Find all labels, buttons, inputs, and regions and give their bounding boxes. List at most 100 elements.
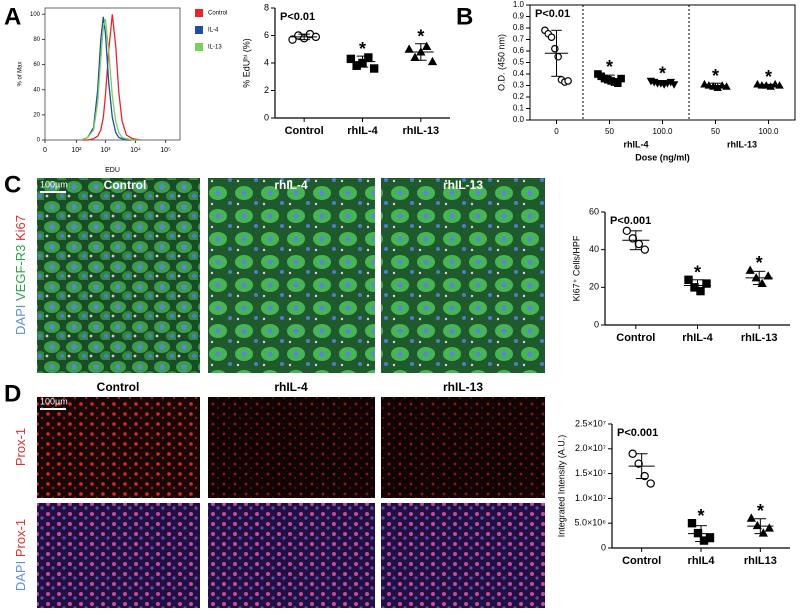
stain-label: Prox-1 [13,428,28,466]
y-tick-label: 4 [264,57,269,67]
y-tick-label: 0 [264,112,269,122]
data-point [722,82,731,90]
data-point [640,471,649,481]
panel-letter: B [456,3,473,30]
x-tick-label: rhIL4 [688,555,716,567]
data-point [746,513,756,522]
data-point [705,533,715,543]
y-tick-label: 0.5 [513,58,525,67]
column-heading: rhIL-4 [274,178,308,192]
column-heading: rhIL-4 [274,380,308,394]
legend-swatch [195,26,203,34]
y-tick-label: 40 [589,244,599,254]
significance: * [712,66,719,86]
column-heading: Control [97,380,140,394]
x-tick-label: rhIL13 [744,555,777,567]
stain-label: DAPI VEGF-R3 Ki67 [13,215,28,335]
y-tick-label: 1.0×10⁷ [575,493,606,503]
significance: * [756,253,763,273]
y-tick-label: 20 [589,282,599,292]
micrograph [381,178,545,373]
y-tick-label: 0 [37,138,41,144]
y-tick-label: 0 [601,542,606,552]
data-point [404,44,414,53]
x-tick-label: Control [616,332,655,344]
y-tick-label: 0.0 [513,115,525,124]
data-point [427,56,438,66]
micrograph [381,397,545,498]
annotation: P<0.01 [535,8,570,20]
data-point [410,52,420,61]
y-tick-label: 0.1 [513,104,525,113]
micrograph [37,397,200,498]
significance: * [606,57,613,77]
x-axis-title: Dose (ng/ml) [635,152,690,162]
y-tick-label: 5.0×10⁶ [575,518,607,528]
y-tick-label: 60 [33,62,40,68]
stain: DAPI [13,561,28,591]
plot-frame [529,4,796,121]
x-tick-label: 50 [605,127,614,136]
data-point [288,35,297,44]
x-tick-label: 10⁴ [130,147,141,154]
y-axis-title: % EdUʰⁱ (%) [241,38,251,88]
y-tick-label: 0.7 [513,35,525,44]
y-tick-label: 2.5×10⁷ [575,418,606,428]
micrograph [37,503,200,608]
x-tick-label: 50 [711,127,720,136]
y-tick-label: 40 [33,87,40,93]
legend-label: IL-4 [208,28,219,34]
y-tick-label: 2.0×10⁷ [575,443,606,453]
data-point [687,518,697,528]
data-point [646,479,655,488]
significance: * [694,263,701,283]
y-axis-title: Ki67⁺ Cells/HPF [571,235,581,301]
series-line [81,19,141,141]
micrograph [208,503,375,608]
data-point [364,53,373,62]
data-point [634,459,643,468]
micrograph [37,178,200,373]
data-point [640,245,650,254]
significance: * [757,501,764,521]
data-point [554,52,562,61]
y-tick-label: 1.5×10⁷ [575,468,606,478]
x-tick-label: 10³ [100,147,111,154]
column-heading: Control [104,178,147,192]
y-tick-label: 0 [594,319,599,329]
data-point [564,77,572,85]
x-tick-label: 100.0 [652,127,673,136]
data-point [702,279,711,288]
y-tick-label: 0.2 [513,92,525,101]
y-tick-label: 2 [264,85,269,95]
micrograph [208,397,375,498]
legend-swatch [195,43,203,51]
x-tick-label: 0 [554,127,559,136]
data-point [764,523,774,532]
y-tick-label: 0.9 [513,12,525,21]
data-point [369,64,379,73]
data-point [763,271,773,280]
y-tick-label: 8 [264,2,269,12]
scale-label: 100µm [40,396,68,406]
data-point [346,54,356,64]
data-point [628,449,637,458]
panel-letter: D [4,380,21,407]
data-point [752,520,762,530]
legend-swatch [195,9,203,17]
data-point [745,265,755,274]
annotation: P<0.01 [280,11,315,23]
scale-label: 100µm [40,179,68,189]
x-tick-label: rhIL-13 [741,332,778,344]
data-point [669,81,679,89]
column-heading: rhIL-13 [443,178,483,192]
stain: DAPI [13,305,28,335]
y-axis-title: Integrated Intensity (A.U.) [556,435,566,538]
micrograph [208,178,375,373]
panel-letter: C [4,171,21,198]
data-point [547,33,556,42]
data-point [622,226,632,236]
significance: * [697,506,704,526]
